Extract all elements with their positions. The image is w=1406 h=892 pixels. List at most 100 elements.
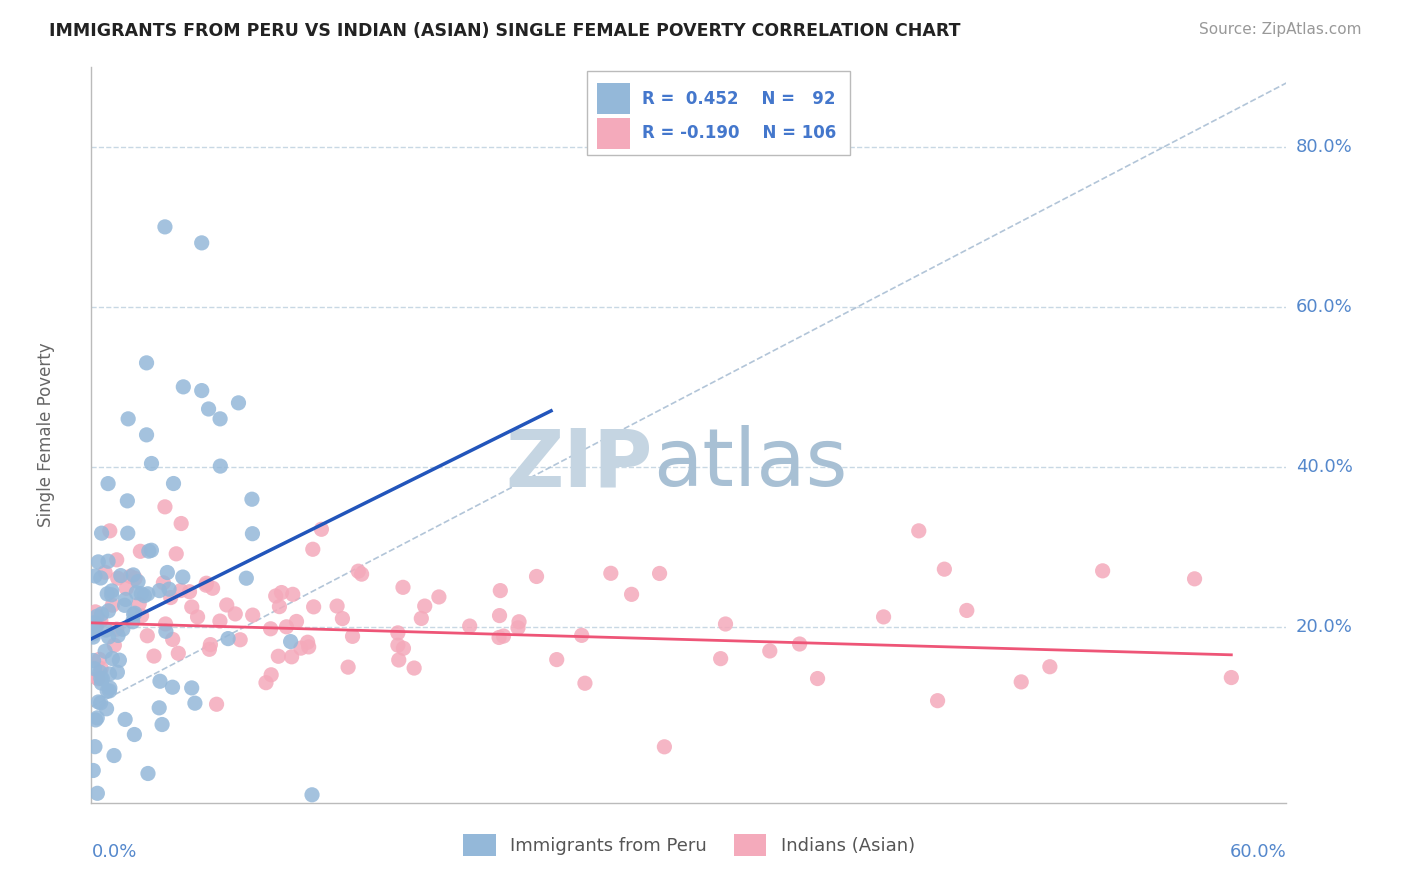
Point xyxy=(200,638,222,652)
Point xyxy=(84,619,107,633)
Point xyxy=(131,587,153,601)
Point xyxy=(135,356,157,370)
Point xyxy=(907,524,929,538)
Point xyxy=(350,567,373,582)
Point xyxy=(242,526,264,541)
Point xyxy=(138,544,160,558)
Point xyxy=(208,614,231,628)
Point xyxy=(264,589,287,603)
Point xyxy=(347,564,370,578)
Text: atlas: atlas xyxy=(652,425,848,503)
Text: 20.0%: 20.0% xyxy=(1296,618,1353,636)
Point xyxy=(311,522,333,536)
Point xyxy=(872,610,894,624)
Point xyxy=(156,566,179,580)
Point xyxy=(654,739,676,754)
Point xyxy=(1010,674,1032,689)
Point xyxy=(620,587,643,601)
Point xyxy=(187,610,209,624)
Point xyxy=(136,629,159,643)
Point xyxy=(97,554,120,568)
Point xyxy=(141,457,163,471)
Point xyxy=(136,587,159,601)
Point xyxy=(84,739,107,754)
Point xyxy=(413,599,436,613)
FancyBboxPatch shape xyxy=(598,118,630,149)
Point xyxy=(209,459,232,474)
Point xyxy=(179,584,201,599)
Point xyxy=(122,607,145,622)
Point xyxy=(162,680,184,694)
Point xyxy=(387,626,409,640)
Point xyxy=(97,630,120,644)
Point xyxy=(269,599,291,614)
Point xyxy=(83,615,105,630)
Point xyxy=(224,607,246,621)
Point xyxy=(90,614,112,628)
Point xyxy=(134,589,156,603)
Point xyxy=(124,607,146,621)
Point xyxy=(546,652,568,666)
Point xyxy=(197,401,219,416)
Point xyxy=(105,622,128,636)
Point xyxy=(710,651,733,665)
Text: Single Female Poverty: Single Female Poverty xyxy=(37,343,55,527)
Point xyxy=(280,649,302,664)
Point xyxy=(458,619,481,633)
Point xyxy=(87,555,110,569)
Point xyxy=(254,675,277,690)
Point xyxy=(117,526,139,541)
Point xyxy=(1039,659,1062,673)
Point xyxy=(149,674,172,689)
Point xyxy=(195,576,218,591)
Point xyxy=(153,219,176,234)
Point xyxy=(101,598,124,612)
Point xyxy=(121,615,143,629)
Point xyxy=(124,571,146,585)
FancyBboxPatch shape xyxy=(598,83,630,114)
Point xyxy=(124,727,146,741)
Point xyxy=(84,569,107,583)
Point xyxy=(506,621,529,635)
Point xyxy=(290,641,312,656)
Point xyxy=(280,634,302,648)
Point xyxy=(120,569,142,583)
Point xyxy=(98,667,121,681)
Point xyxy=(127,574,149,589)
Point xyxy=(571,628,593,642)
Text: 80.0%: 80.0% xyxy=(1296,138,1353,156)
Point xyxy=(489,583,512,598)
Point xyxy=(209,412,232,426)
Point xyxy=(86,609,108,624)
Point xyxy=(94,623,117,637)
Point xyxy=(97,476,120,491)
Point xyxy=(111,622,134,636)
Point xyxy=(103,748,125,763)
Point xyxy=(298,640,321,654)
Point xyxy=(153,500,176,514)
Point xyxy=(411,611,433,625)
Point xyxy=(125,585,148,599)
Point xyxy=(150,717,173,731)
Point xyxy=(789,637,811,651)
Text: ZIP: ZIP xyxy=(506,425,652,503)
Point xyxy=(806,672,828,686)
Point xyxy=(136,766,159,780)
Point xyxy=(98,524,121,538)
Point xyxy=(148,583,170,598)
Text: R =  0.452    N =   92: R = 0.452 N = 92 xyxy=(643,89,835,108)
Text: Source: ZipAtlas.com: Source: ZipAtlas.com xyxy=(1198,22,1361,37)
Point xyxy=(155,624,177,639)
Point xyxy=(141,543,163,558)
Point xyxy=(115,582,138,596)
Point xyxy=(155,617,177,632)
Point xyxy=(956,603,979,617)
Point xyxy=(89,652,111,666)
Point xyxy=(198,642,221,657)
Point xyxy=(87,695,110,709)
Point xyxy=(170,516,193,531)
Point xyxy=(110,568,132,582)
Point xyxy=(488,608,510,623)
Point xyxy=(599,566,621,581)
Point xyxy=(326,599,349,613)
